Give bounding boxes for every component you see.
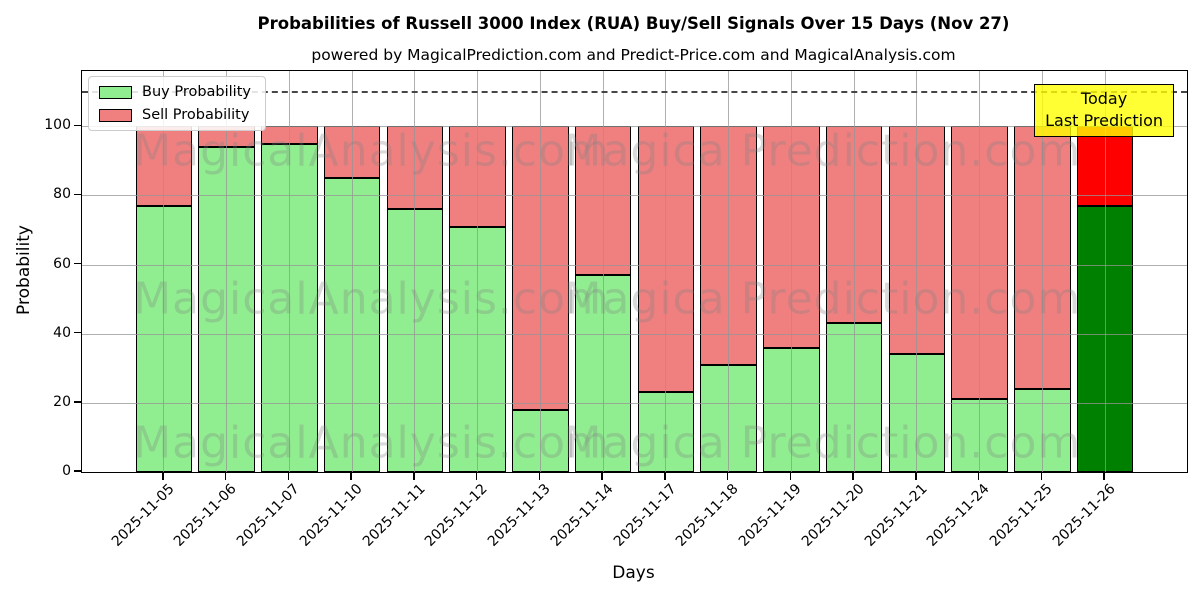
x-tick-mark [1040,472,1043,480]
v-gridline [226,71,228,472]
plot-area: MagicalAnalysis.com Magica Prediction.com… [81,70,1188,473]
watermark-text: Magica Prediction.com [563,273,1082,325]
v-gridline [163,71,165,472]
today-last-prediction-label: Today Last Prediction [1034,84,1174,138]
x-tick-label: 2025-11-19 [735,481,805,550]
legend: Buy Probability Sell Probability [88,76,266,131]
buy-probability-swatch [99,85,132,99]
v-gridline [414,71,416,472]
y-tick-label: 40 [53,324,71,341]
h-gridline-20 [82,402,1187,404]
x-tick-mark [915,472,917,480]
legend-item-sell: Sell Probability [99,107,251,123]
legend-label-sell: Sell Probability [142,107,250,123]
v-gridline [979,71,981,472]
watermark-text: MagicalAnalysis.com [133,417,610,469]
x-tick-label: 2025-11-13 [484,481,554,550]
x-tick-mark [726,472,729,480]
x-tick-label: 2025-11-17 [610,481,680,550]
x-tick-label: 2025-11-05 [108,481,178,550]
watermark-text: MagicalAnalysis.com [133,273,610,325]
watermark-text: MagicalAnalysis.com [133,125,610,177]
h-gridline-60 [82,264,1187,266]
h-gridline-80 [82,195,1187,197]
x-tick-mark [287,472,290,480]
x-tick-label: 2025-11-14 [547,481,617,550]
legend-item-buy: Buy Probability [99,84,251,100]
y-tick-mark [74,124,81,126]
x-tick-mark [350,472,352,480]
x-tick-label: 2025-11-11 [359,481,429,550]
h-gridline-100 [82,126,1187,128]
v-gridline [1041,71,1043,472]
x-tick-label: 2025-11-10 [296,481,366,550]
watermark-text: Magica Prediction.com [563,417,1082,469]
x-tick-label: 2025-11-24 [924,481,993,550]
v-gridline [728,71,730,472]
x-tick-mark [413,472,415,480]
x-tick-mark [852,472,854,480]
v-gridline [853,71,855,472]
v-gridline [790,71,792,472]
y-tick-label: 100 [44,117,71,134]
x-tick-mark [664,472,666,480]
v-gridline [916,71,918,472]
y-tick-mark [74,262,81,265]
x-tick-label: 2025-11-18 [673,481,742,550]
x-tick-label: 2025-11-26 [1049,481,1119,550]
v-gridline [539,71,541,472]
y-tick-label: 20 [53,393,71,410]
x-tick-label: 2025-11-21 [861,481,931,550]
x-tick-mark [789,472,792,480]
chart-title: Probabilities of Russell 3000 Index (RUA… [257,14,1010,33]
v-gridline [351,71,353,472]
y-tick-mark [74,193,81,196]
x-tick-mark [162,472,164,480]
x-tick-label: 2025-11-06 [171,481,240,550]
x-axis-title: Days [612,563,655,583]
v-gridline [1104,71,1106,472]
watermark-text: Magica Prediction.com [563,125,1082,177]
y-tick-label: 0 [62,463,71,479]
v-gridline [288,71,290,472]
x-tick-mark [601,472,603,480]
chart-subtitle: powered by MagicalPrediction.com and Pre… [311,46,956,64]
y-tick-label: 60 [53,255,71,272]
v-gridline [477,71,479,472]
today-label-line2: Last Prediction [1045,110,1163,130]
x-tick-mark [538,472,541,480]
x-tick-label: 2025-11-07 [233,481,303,550]
x-tick-mark [224,472,227,480]
x-tick-label: 2025-11-25 [986,481,1056,550]
x-tick-label: 2025-11-20 [798,481,868,550]
legend-label-buy: Buy Probability [142,84,251,100]
y-tick-mark [74,401,81,403]
sell-probability-swatch [99,108,132,122]
threshold-dashed-line [82,90,1187,93]
v-gridline [602,71,604,472]
x-tick-mark [1103,472,1105,480]
y-tick-label: 80 [53,186,71,203]
today-label-line1: Today [1080,89,1128,108]
v-gridline [665,71,667,472]
y-tick-mark [74,332,81,334]
h-gridline-40 [82,333,1187,335]
x-tick-label: 2025-11-12 [422,481,491,550]
y-tick-mark [74,470,81,472]
x-tick-mark [977,472,980,480]
x-tick-mark [475,472,478,480]
